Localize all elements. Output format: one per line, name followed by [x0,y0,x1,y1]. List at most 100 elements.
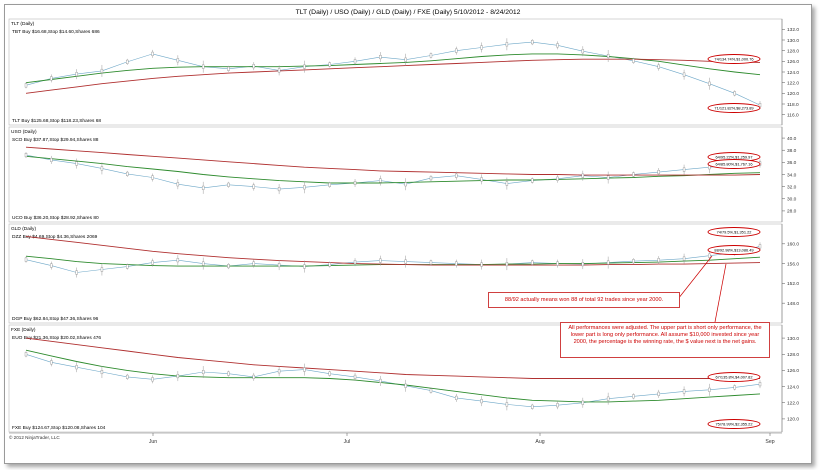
price-bar [708,81,711,86]
y-tick-label: 126.0 [787,368,799,374]
panel-uso: 40.0 38.0 36.0 34.0 32.0 30.0 28.0 USO (Daily) S… [8,126,797,223]
price-bar [252,184,255,189]
panel-title: TLT (Daily) [11,21,35,27]
annotation-performance-note: All performances were adjusted. The uppe… [560,322,770,358]
price-bar [151,175,154,180]
price-bar [353,59,357,64]
price-bar [505,42,509,47]
panel-buy-label: EUO Buy $21.36,Stop $20.02,Shares 476 [12,335,101,341]
price-bar [328,262,331,267]
price-bar [429,388,433,393]
price-bar [733,385,736,390]
price-bar [606,54,610,59]
price-bar [227,264,230,269]
x-tick-label: Jun [149,439,157,445]
price-bar [581,49,585,54]
y-tick-label: 128.0 [787,352,799,358]
panel-border [8,223,783,324]
price-bar [277,263,281,268]
y-tick-label: 122.0 [787,80,799,86]
price-bar [151,377,154,382]
price-bar [657,170,660,175]
price-bar [100,166,104,171]
y-tick-label: 34.0 [787,172,797,178]
price-bar [404,383,407,388]
y-tick-label: 126.0 [787,59,799,65]
y-tick-label: 28.0 [787,209,797,215]
y-tick-label: 124.0 [787,384,799,390]
panel-bottom-label: TLT Buy $125.68,Stop $118.23,Shares 68 [12,118,101,124]
panel-border [8,126,783,223]
price-bar [682,389,686,394]
price-bar [733,91,736,96]
price-bar [429,53,433,58]
price-bar [379,55,382,60]
y-tick-label: 32.0 [787,184,797,190]
price-bar [328,182,331,187]
price-bar [126,374,129,379]
copyright-label: © 2012 NinjaTrader, LLC [9,434,60,440]
price-bar [531,260,534,265]
y-tick-label: 160.0 [787,242,799,248]
price-bar [531,178,534,183]
price-bar [505,402,509,407]
perf-upper-oval [707,372,761,382]
price-bar [303,185,306,190]
price-bar [303,64,306,69]
price-bar [24,83,28,88]
price-bar [252,261,255,266]
price-bar [708,253,711,258]
price-bar [606,260,610,265]
price-bar [455,48,458,53]
price-bar [581,400,585,405]
perf-upper-label: 74/134.74%,$1,000.76 [714,57,753,62]
panel-buy-label: DZZ Buy $4.69,Stop $4.36,Shares 2069 [12,234,98,240]
annotation-win-rate-note: 88/92 actually means won 88 of total 92 … [488,292,680,308]
price-bar [100,370,104,375]
price-bar [126,171,129,176]
panel-tlt: 132.0 130.0 128.0 126.0 124.0 122.0 120.0 118.0… [8,18,799,126]
perf-upper-label: 74/79.5%,$1,351.22 [717,230,752,235]
price-bar [632,259,635,264]
price-bar [379,178,382,183]
perf-lower-label: 71/121.82%,$8,273.89 [714,106,753,111]
price-bar [455,173,458,178]
perf-lower-oval [707,419,761,429]
price-bar [75,72,78,77]
perf-lower-oval [707,159,761,169]
price-bar [581,173,585,178]
price-bar [24,153,28,158]
perf-lower-label: 75/78.99%,$2,355.22 [716,422,753,427]
panels-layer: 132.0 130.0 128.0 126.0 124.0 122.0 120.0 118.0… [8,18,799,433]
note1-pointer [677,255,713,300]
y-tick-label: 36.0 [787,160,797,166]
price-bar [606,396,610,401]
y-tick-label: 130.0 [787,38,799,44]
y-tick-label: 118.0 [787,102,799,108]
price-bar [277,369,281,374]
price-bar [632,58,635,63]
perf-upper-oval [707,54,761,64]
price-bar [151,260,154,265]
price-bar [75,270,78,275]
price-bar [353,374,357,379]
price-bar [632,172,635,177]
price-bar [100,68,104,73]
price-bar [50,157,53,162]
price-bar [455,261,458,266]
price-line [25,41,761,106]
price-bar [201,185,205,190]
price-bar [379,378,382,383]
price-bar [556,261,559,266]
panel-title: FXE (Daily) [11,327,36,333]
price-bar [505,262,509,267]
price-bar [505,181,509,186]
price-bar [480,399,483,404]
price-bar [277,187,281,192]
perf-lower-label: 64/85.80%,$1,767.16 [716,162,753,167]
price-bar [556,176,559,181]
y-tick-label: 130.0 [787,336,799,342]
y-tick-label: 40.0 [787,136,797,142]
